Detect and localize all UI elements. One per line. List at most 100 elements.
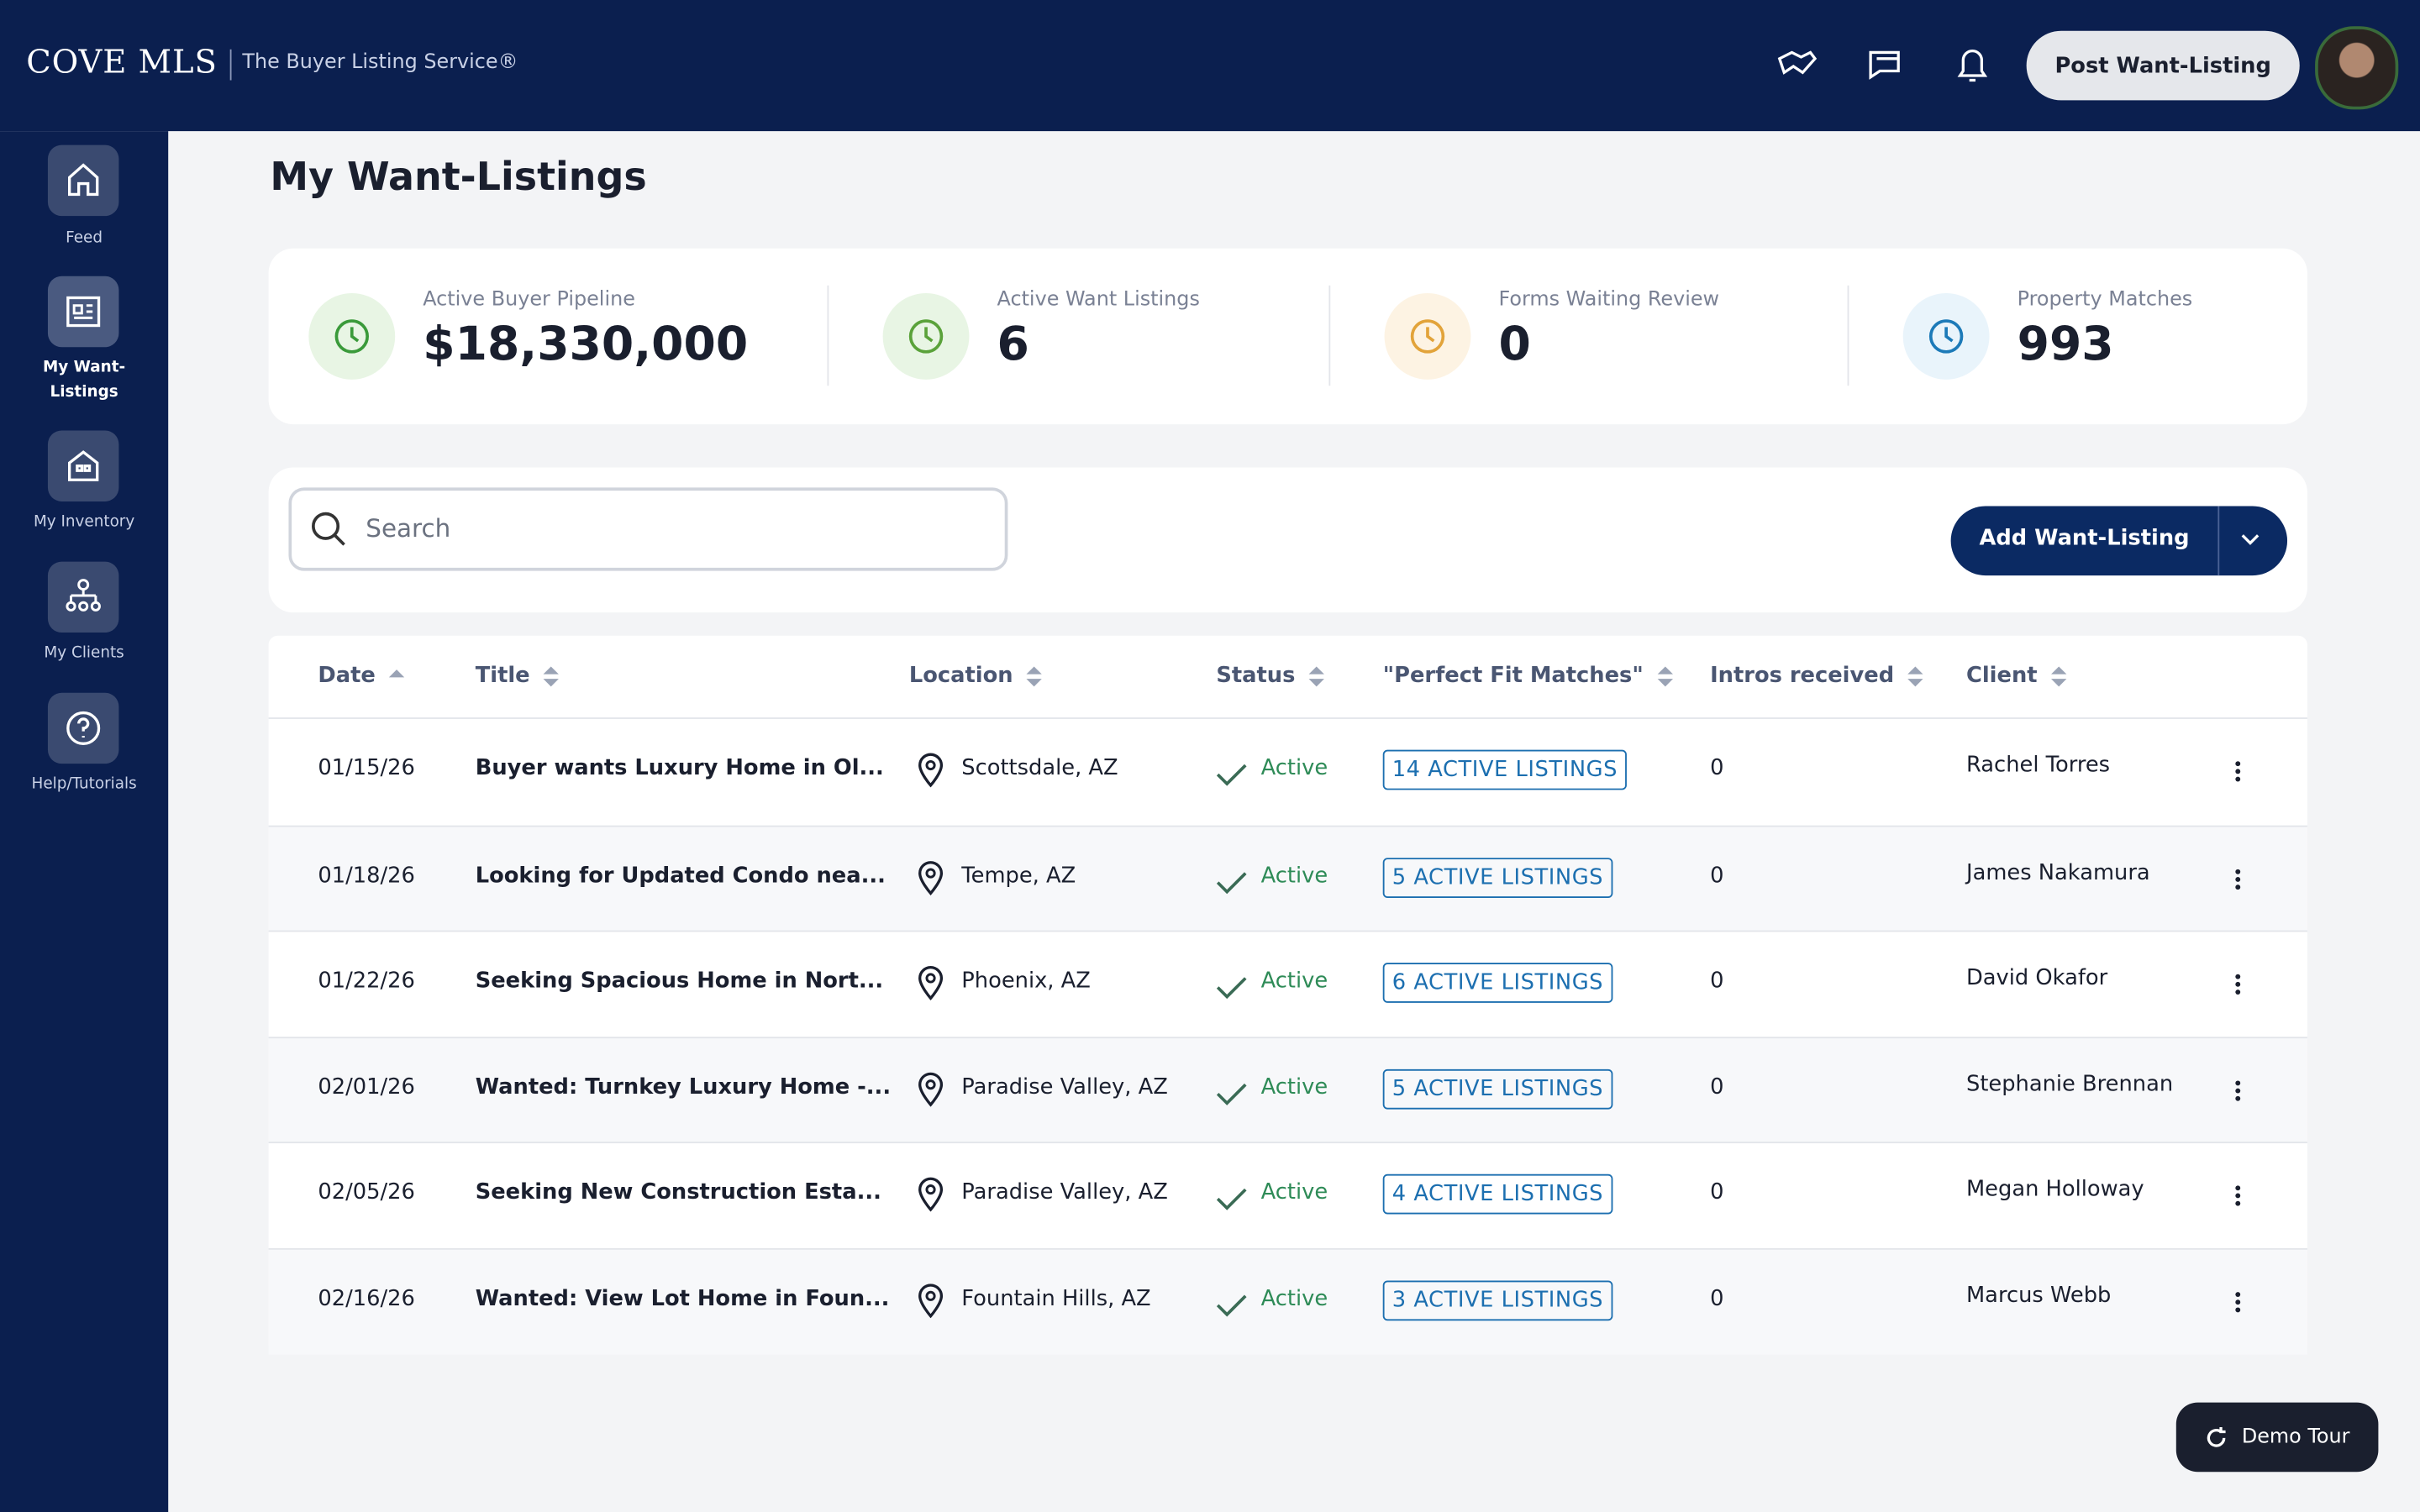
title-cell: Looking for Updated Condo nea...: [475, 863, 886, 889]
sort-icon: [1657, 665, 1673, 686]
search-placeholder: Search: [366, 513, 451, 543]
stat-icon: [1902, 292, 1990, 380]
icon: [1410, 319, 1445, 354]
add-button[interactable]: Add Want-Listing: [1950, 506, 2288, 576]
client-cell: Stephanie Brennan: [1966, 1072, 2174, 1097]
matches-chip[interactable]: 3 ACTIVE LISTINGS: [1382, 1280, 1613, 1321]
table-row[interactable]: 02/05/26 Seeking New Construction Esta...…: [268, 1142, 2307, 1249]
divider: [1847, 285, 1849, 386]
table-row[interactable]: 01/15/26 Buyer wants Luxury Home in Ol...…: [269, 719, 2307, 824]
column-header[interactable]: Client: [1966, 664, 2068, 688]
date-cell: 01/18/26: [318, 863, 415, 889]
stat-value: $18,330,000: [423, 318, 749, 372]
location-pin: [918, 966, 944, 1001]
column-header[interactable]: Date: [318, 664, 406, 688]
stat-label: Property Matches: [2017, 288, 2193, 312]
check-icon: [1216, 1189, 1247, 1211]
table-row[interactable]: 02/16/26 Wanted: View Lot Home in Foun...…: [268, 1247, 2307, 1355]
column-header-label: "Perfect Fit Matches": [1382, 663, 1644, 689]
date-cell: 01/15/26: [318, 756, 415, 781]
sort-icon: [1027, 665, 1043, 686]
nav-label[interactable]: My Inventory: [33, 513, 135, 531]
matches-chip[interactable]: 6 ACTIVE LISTINGS: [1382, 963, 1613, 1004]
matches-chip[interactable]: 5 ACTIVE LISTINGS: [1382, 857, 1613, 898]
date-cell: 02/05/26: [318, 1180, 415, 1206]
avatar[interactable]: [2315, 26, 2399, 110]
client-cell: Marcus Webb: [1966, 1284, 2112, 1309]
sort-icon: [544, 665, 560, 686]
sort-icon: [1907, 665, 1924, 686]
row-menu[interactable]: [2235, 1291, 2241, 1313]
dropdown-chevron: [2241, 534, 2260, 545]
row-menu[interactable]: [2235, 974, 2241, 995]
sort-icon: [1308, 665, 1325, 686]
table-row[interactable]: 01/22/26 Seeking Spacious Home in Nort...…: [268, 930, 2307, 1037]
row-menu[interactable]: [2235, 868, 2241, 890]
divider: [2217, 506, 2220, 576]
table-row[interactable]: 01/18/26 Looking for Updated Condo nea...…: [268, 824, 2307, 932]
sort-icon: [389, 669, 405, 677]
nav-icon[interactable]: [47, 561, 119, 633]
row-menu[interactable]: [2235, 1185, 2241, 1207]
column-header-label: Location: [908, 663, 1013, 689]
header-divider: [268, 717, 2307, 719]
date-cell: 02/01/26: [318, 1074, 415, 1100]
stat-value: 0: [1498, 318, 1531, 372]
title-cell: Seeking New Construction Esta...: [475, 1180, 881, 1206]
icon: [66, 579, 101, 612]
nav-label[interactable]: My Clients: [44, 644, 124, 662]
refresh-icon: [2207, 1426, 2227, 1446]
matches-chip[interactable]: 5 ACTIVE LISTINGS: [1382, 1068, 1613, 1110]
column-header[interactable]: Status: [1216, 664, 1326, 688]
column-header[interactable]: "Perfect Fit Matches": [1383, 664, 1675, 688]
location-cell: Fountain Hills, AZ: [961, 1286, 1151, 1312]
intros-cell: 0: [1710, 1074, 1724, 1100]
nav-label[interactable]: My Want-Listings: [43, 359, 126, 402]
client-cell: James Nakamura: [1966, 860, 2150, 885]
column-header[interactable]: Title: [476, 664, 561, 688]
brand[interactable]: COVE MLS: [26, 43, 218, 81]
location-pin: [918, 753, 944, 788]
matches-chip[interactable]: 14 ACTIVE LISTINGS: [1382, 749, 1627, 790]
post-button[interactable]: Post Want-Listing: [2026, 30, 2300, 101]
nav-label[interactable]: Feed: [66, 229, 103, 247]
page-title: My Want-Listings: [270, 154, 647, 199]
add-button-label: Add Want-Listing: [1979, 526, 2190, 551]
nav-icon[interactable]: [47, 430, 119, 501]
top-bar: COVE MLS The Buyer Listing Service® Post…: [0, 0, 2420, 132]
search-box[interactable]: Search: [288, 487, 1008, 571]
column-header[interactable]: Intros received: [1710, 664, 1925, 688]
nav-icon[interactable]: [47, 144, 119, 217]
intros-cell: 0: [1710, 969, 1724, 995]
icon: [66, 296, 101, 328]
nav-label[interactable]: Help/Tutorials: [31, 775, 137, 794]
stat-label: Forms Waiting Review: [1498, 288, 1720, 312]
toolbar: Search Add Want-Listing: [268, 467, 2307, 613]
icon: [1928, 319, 1964, 354]
matches-chip[interactable]: 4 ACTIVE LISTINGS: [1382, 1174, 1613, 1215]
icon: [66, 711, 101, 745]
check-icon: [1216, 1294, 1247, 1317]
divider: [1328, 285, 1331, 386]
client-cell: Rachel Torres: [1966, 753, 2111, 778]
row-menu[interactable]: [2235, 1079, 2241, 1101]
nav-icon[interactable]: [47, 692, 119, 764]
header-icons[interactable]: [1775, 46, 2007, 87]
column-header[interactable]: Location: [909, 664, 1044, 688]
stat-value: 6: [997, 318, 1029, 372]
check-icon: [1216, 764, 1247, 786]
client-cell: David Okafor: [1966, 966, 2108, 991]
intros-cell: 0: [1710, 1180, 1724, 1206]
table-row[interactable]: 02/01/26 Wanted: Turnkey Luxury Home -...…: [268, 1036, 2307, 1143]
column-header-label: Client: [1966, 663, 2038, 689]
row-menu[interactable]: [2235, 761, 2241, 783]
title-cell: Seeking Spacious Home in Nort...: [475, 969, 884, 995]
location-cell: Phoenix, AZ: [961, 969, 1091, 995]
demo-tour-button[interactable]: Demo Tour: [2175, 1402, 2379, 1473]
nav-icon[interactable]: [47, 276, 119, 348]
title-cell: Buyer wants Luxury Home in Ol...: [475, 756, 884, 781]
intros-cell: 0: [1710, 1286, 1724, 1312]
icon: [334, 319, 369, 354]
location-cell: Paradise Valley, AZ: [961, 1180, 1168, 1206]
icon: [68, 163, 99, 197]
